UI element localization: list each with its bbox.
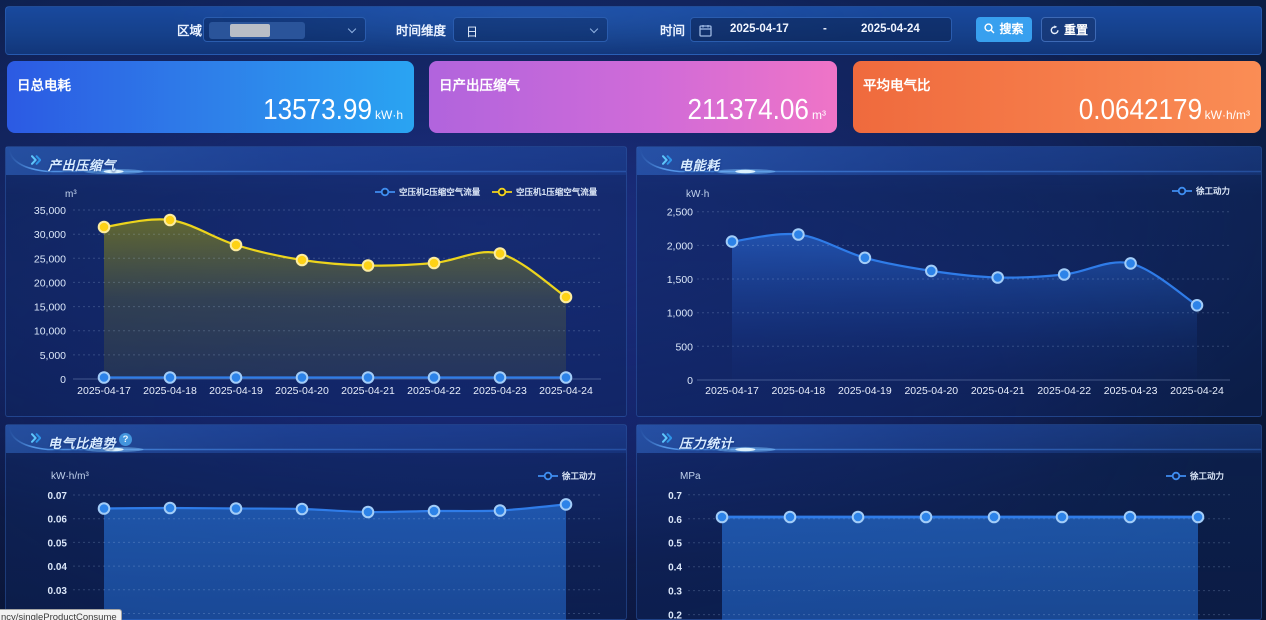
svg-text:2025-04-17: 2025-04-17: [77, 385, 131, 397]
svg-text:2025-04-17: 2025-04-17: [705, 385, 759, 397]
svg-text:0.5: 0.5: [668, 539, 682, 550]
svg-text:0: 0: [687, 375, 693, 387]
svg-text:2025-04-19: 2025-04-19: [838, 385, 892, 397]
svg-text:0.7: 0.7: [668, 491, 682, 502]
svg-text:徐工动力: 徐工动力: [1195, 186, 1230, 196]
svg-text:2025-04-18: 2025-04-18: [772, 385, 826, 397]
svg-text:0: 0: [60, 374, 66, 386]
svg-text:0.06: 0.06: [48, 515, 68, 526]
svg-text:0.3: 0.3: [668, 587, 682, 598]
svg-text:2025-04-21: 2025-04-21: [341, 385, 395, 397]
svg-text:空压机2压缩空气流量: 空压机2压缩空气流量: [399, 187, 481, 197]
svg-text:2025-04-24: 2025-04-24: [1170, 385, 1224, 397]
svg-text:kW·h/m³: kW·h/m³: [51, 471, 89, 482]
svg-text:徐工动力: 徐工动力: [1189, 471, 1224, 481]
svg-text:2025-04-20: 2025-04-20: [275, 385, 329, 397]
svg-text:500: 500: [675, 341, 693, 353]
svg-text:空压机1压缩空气流量: 空压机1压缩空气流量: [516, 187, 598, 197]
svg-text:1,500: 1,500: [667, 274, 693, 286]
svg-text:2025-04-20: 2025-04-20: [904, 385, 958, 397]
svg-text:徐工动力: 徐工动力: [561, 471, 596, 481]
svg-text:30,000: 30,000: [34, 229, 66, 241]
svg-text:2,000: 2,000: [667, 240, 693, 252]
svg-text:0.2: 0.2: [668, 611, 682, 620]
svg-text:2025-04-22: 2025-04-22: [1037, 385, 1091, 397]
svg-text:25,000: 25,000: [34, 253, 66, 265]
svg-text:m³: m³: [65, 189, 77, 200]
svg-text:35,000: 35,000: [34, 205, 66, 217]
svg-text:10,000: 10,000: [34, 326, 66, 338]
svg-text:15,000: 15,000: [34, 302, 66, 314]
svg-text:0.03: 0.03: [48, 586, 68, 597]
svg-text:2,500: 2,500: [667, 207, 693, 219]
svg-text:2025-04-24: 2025-04-24: [539, 385, 593, 397]
svg-text:MPa: MPa: [680, 471, 701, 482]
svg-text:5,000: 5,000: [40, 350, 66, 362]
svg-text:2025-04-21: 2025-04-21: [971, 385, 1025, 397]
svg-text:0.4: 0.4: [668, 563, 682, 574]
svg-text:1,000: 1,000: [667, 308, 693, 320]
svg-text:0.6: 0.6: [668, 515, 682, 526]
svg-text:0.04: 0.04: [48, 562, 68, 573]
svg-text:2025-04-22: 2025-04-22: [407, 385, 461, 397]
svg-text:2025-04-23: 2025-04-23: [473, 385, 527, 397]
svg-text:kW·h: kW·h: [686, 189, 709, 200]
svg-text:20,000: 20,000: [34, 277, 66, 289]
svg-text:0.07: 0.07: [48, 491, 68, 502]
svg-text:2025-04-19: 2025-04-19: [209, 385, 263, 397]
svg-text:0.05: 0.05: [48, 538, 68, 549]
svg-text:2025-04-18: 2025-04-18: [143, 385, 197, 397]
svg-text:2025-04-23: 2025-04-23: [1104, 385, 1158, 397]
